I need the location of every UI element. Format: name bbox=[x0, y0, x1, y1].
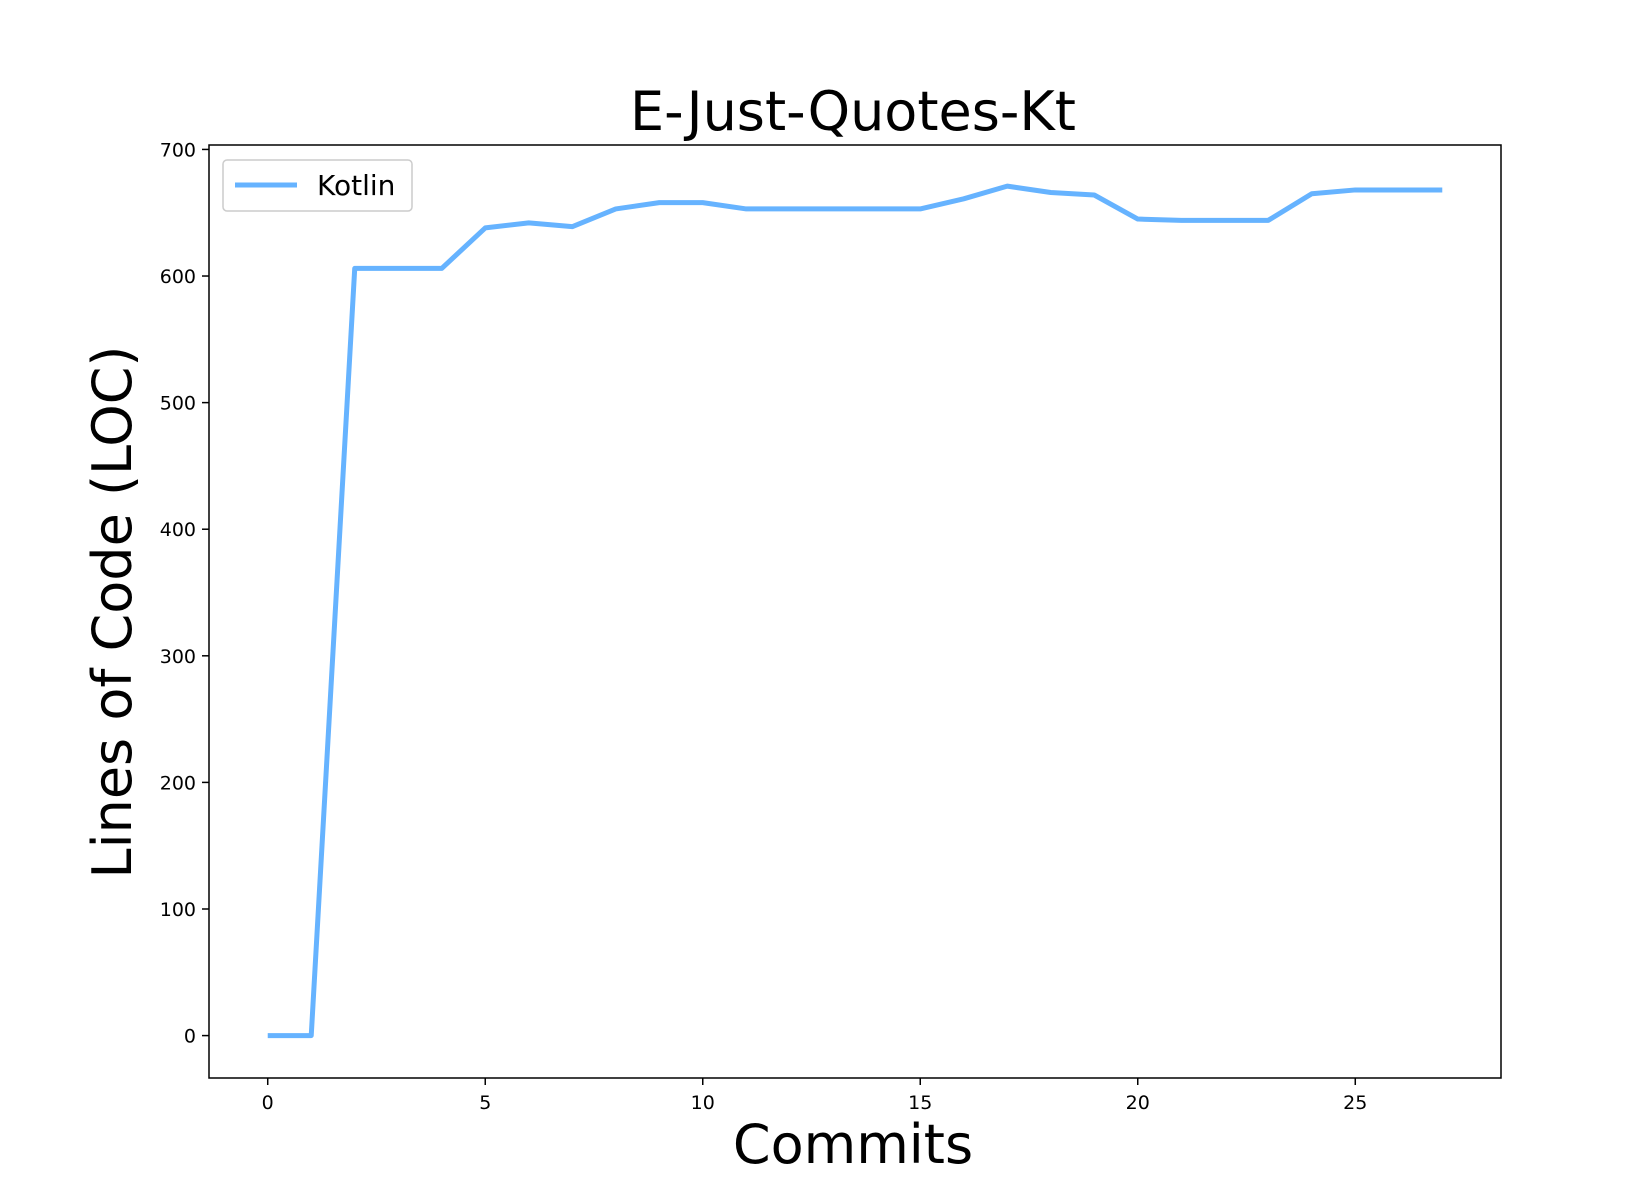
x-tick-label: 10 bbox=[691, 1092, 715, 1114]
x-tick-label: 25 bbox=[1343, 1092, 1367, 1114]
y-tick-label: 500 bbox=[160, 393, 196, 415]
y-tick-label: 600 bbox=[160, 266, 196, 288]
legend-label-kotlin: Kotlin bbox=[317, 169, 395, 202]
y-tick-label: 300 bbox=[160, 646, 196, 668]
plot-frame bbox=[208, 144, 1502, 1079]
chart-title: E-Just-Quotes-Kt bbox=[630, 80, 1076, 143]
legend: Kotlin bbox=[222, 159, 413, 212]
x-axis-ticks: 0 5 10 15 20 25 bbox=[262, 1078, 1367, 1114]
x-tick-label: 5 bbox=[479, 1092, 491, 1114]
y-axis-ticks: 0 100 200 300 400 500 600 700 bbox=[160, 139, 209, 1048]
x-tick-label: 20 bbox=[1126, 1092, 1150, 1114]
series-layer bbox=[267, 183, 1443, 1039]
x-tick-label: 0 bbox=[262, 1092, 274, 1114]
y-tick-label: 100 bbox=[160, 899, 196, 921]
y-tick-label: 700 bbox=[160, 139, 196, 161]
legend-box bbox=[222, 159, 413, 212]
x-axis-label: Commits bbox=[733, 1113, 973, 1176]
y-tick-label: 0 bbox=[184, 1026, 196, 1048]
y-axis-label: Lines of Code (LOC) bbox=[81, 346, 144, 879]
y-tick-label: 200 bbox=[160, 772, 196, 794]
y-tick-label: 400 bbox=[160, 519, 196, 541]
plot-area: 0 5 10 15 20 25 0 100 200 300 400 500 600 700 bbox=[160, 139, 1502, 1114]
x-tick-label: 15 bbox=[908, 1092, 932, 1114]
series-line-kotlin bbox=[267, 183, 1443, 1039]
